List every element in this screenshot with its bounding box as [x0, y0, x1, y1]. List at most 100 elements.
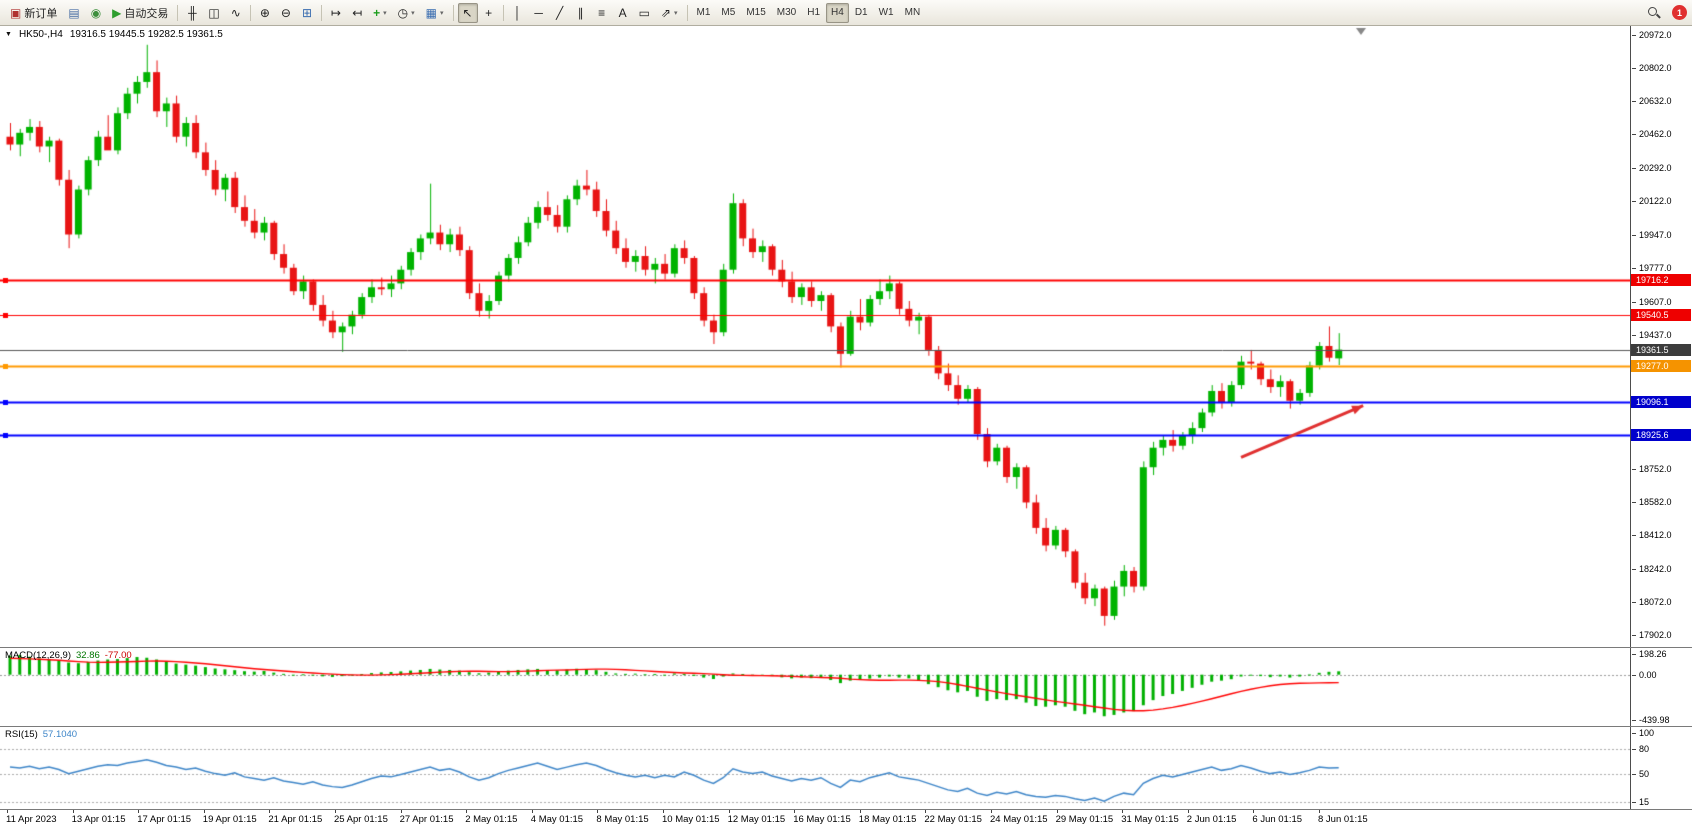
- axis-label: 20802.0: [1632, 62, 1672, 73]
- macd-plot[interactable]: MACD(12,26,9) 32.86 -77.00: [0, 648, 1630, 726]
- rsi-canvas[interactable]: [0, 727, 1630, 809]
- zoom-in-button[interactable]: ⊕: [255, 3, 275, 23]
- auto-scroll-button[interactable]: ↦: [326, 3, 346, 23]
- equidistant-channel-icon: ∥: [577, 5, 584, 20]
- new-order-icon: ▣: [10, 5, 22, 20]
- axis-label: -439.98: [1632, 714, 1670, 725]
- community-button[interactable]: ◉: [86, 3, 106, 23]
- time-axis-label: 31 May 01:15: [1121, 810, 1179, 825]
- timeframe-mn-button[interactable]: MN: [900, 3, 926, 23]
- macd-main-value: 32.86: [76, 650, 100, 661]
- periods-button[interactable]: ◷ ▾: [393, 3, 420, 23]
- timeframe-m15-button[interactable]: M15: [741, 3, 770, 23]
- timeframe-m1-button-label: M1: [696, 7, 711, 18]
- bar-chart-button[interactable]: ╫: [182, 3, 202, 23]
- new-order-button[interactable]: ▣ 新订单: [5, 3, 62, 23]
- axis-label: 18752.0: [1632, 463, 1672, 474]
- time-axis-label: 27 Apr 01:15: [399, 810, 454, 825]
- text-label-button[interactable]: ▭: [634, 3, 655, 23]
- chart-title: ▼ HK50-,H4 19316.5 19445.5 19282.5 19361…: [5, 29, 223, 40]
- arrows-button[interactable]: ⇗ ▾: [656, 3, 683, 23]
- chart-window: ▼ HK50-,H4 19316.5 19445.5 19282.5 19361…: [0, 26, 1692, 839]
- axis-label: 19777.0: [1632, 263, 1672, 274]
- time-axis-label: 29 May 01:15: [1055, 810, 1114, 825]
- periods-icon: ◷: [397, 5, 409, 20]
- timeframe-m5-button[interactable]: M5: [716, 3, 740, 23]
- price-axis[interactable]: 20972.0 20802.0 20632.0 20462.0 20292.0 20122…: [1630, 26, 1692, 647]
- macd-signal-value: -77.00: [104, 650, 132, 661]
- chart-shift-icon: ↤: [352, 5, 363, 20]
- crosshair-button[interactable]: +: [479, 3, 499, 23]
- trendline-button[interactable]: ╱: [550, 3, 570, 23]
- notification-badge[interactable]: 1: [1672, 5, 1687, 20]
- symbol-search-button[interactable]: [1642, 3, 1665, 23]
- equidistant-channel-button[interactable]: ∥: [571, 3, 591, 23]
- search-icon: [1647, 6, 1660, 19]
- timeframe-m15-button-label: M15: [746, 7, 766, 18]
- rsi-panel: RSI(15) 57.1040 100 80 50 15: [0, 727, 1692, 810]
- price-tag: 19277.0: [1631, 360, 1691, 373]
- time-axis[interactable]: 11 Apr 2023 13 Apr 01:15 17 Apr 01:15 19 Ap…: [0, 810, 1692, 839]
- symbol-period-label: HK50-,H4: [18, 29, 63, 40]
- axis-label: 18412.0: [1632, 530, 1672, 541]
- macd-panel: MACD(12,26,9) 32.86 -77.00 198.26 0.00 -43…: [0, 648, 1692, 727]
- main-chart-plot[interactable]: ▼ HK50-,H4 19316.5 19445.5 19282.5 19361…: [0, 26, 1630, 647]
- axis-label: 100: [1631, 727, 1655, 738]
- timeframe-mn-button-label: MN: [904, 7, 921, 18]
- axis-label: 18242.0: [1632, 563, 1672, 574]
- zoom-out-icon: ⊖: [280, 5, 291, 20]
- chart-shift-button[interactable]: ↤: [347, 3, 367, 23]
- time-axis-label: 4 May 01:15: [530, 810, 584, 825]
- indicators-button[interactable]: + ▾: [368, 3, 392, 23]
- time-axis-label: 10 May 01:15: [662, 810, 720, 825]
- timeframe-d1-button[interactable]: D1: [850, 3, 873, 23]
- community-icon: ◉: [90, 5, 102, 20]
- tile-windows-button[interactable]: ⊞: [297, 3, 317, 23]
- vertical-line-button[interactable]: │: [508, 3, 528, 23]
- auto-scroll-icon: ↦: [331, 5, 342, 20]
- text-button[interactable]: A: [613, 3, 633, 23]
- macd-canvas[interactable]: [0, 648, 1630, 726]
- timeframe-m1-button[interactable]: M1: [692, 3, 716, 23]
- cursor-button[interactable]: ↖: [457, 2, 478, 23]
- candlestick-canvas[interactable]: [0, 26, 1630, 647]
- time-axis-label: 13 Apr 01:15: [71, 810, 126, 825]
- templates-button[interactable]: ▦ ▾: [421, 3, 449, 23]
- toolbar-separator: [249, 4, 251, 21]
- rsi-axis[interactable]: 100 80 50 15: [1630, 727, 1692, 809]
- zoom-out-button[interactable]: ⊖: [276, 3, 296, 23]
- chart-menu-icon[interactable]: ▼: [5, 31, 12, 38]
- trendline-icon: ╱: [555, 5, 564, 20]
- candlestick-chart-button[interactable]: ◫: [203, 3, 224, 23]
- horizontal-line-button[interactable]: ─: [529, 3, 549, 23]
- autotrading-button[interactable]: ▶ 自动交易: [107, 3, 173, 23]
- rsi-value: 57.1040: [42, 729, 78, 740]
- metaeditor-button[interactable]: ▤: [63, 3, 84, 23]
- axis-label: 18582.0: [1632, 497, 1672, 508]
- text-label-icon: ▭: [638, 5, 650, 20]
- toolbar-separator: [452, 4, 454, 21]
- time-axis-label: 8 May 01:15: [596, 810, 649, 825]
- line-chart-button[interactable]: ∿: [226, 3, 246, 23]
- timeframe-h4-button[interactable]: H4: [826, 2, 849, 23]
- zoom-in-icon: ⊕: [259, 5, 270, 20]
- rsi-label: RSI(15) 57.1040: [5, 729, 77, 740]
- axis-label: 50: [1631, 768, 1650, 779]
- time-axis-label: 12 May 01:15: [727, 810, 786, 825]
- timeframe-m30-button-label: M30: [776, 7, 797, 18]
- autotrading-icon: ▶: [112, 5, 122, 20]
- timeframe-h1-button[interactable]: H1: [802, 3, 825, 23]
- cursor-icon: ↖: [462, 5, 473, 20]
- rsi-plot[interactable]: RSI(15) 57.1040: [0, 727, 1630, 809]
- time-axis-label: 6 Jun 01:15: [1252, 810, 1303, 825]
- timeframe-m30-button[interactable]: M30: [772, 3, 801, 23]
- toolbar-separator: [502, 4, 504, 21]
- candlestick-chart-icon: ◫: [208, 5, 220, 20]
- fibonacci-button[interactable]: ≡: [592, 3, 612, 23]
- timeframe-w1-button[interactable]: W1: [874, 3, 899, 23]
- text-icon: A: [618, 5, 627, 20]
- main-chart-panel: ▼ HK50-,H4 19316.5 19445.5 19282.5 19361…: [0, 26, 1692, 648]
- dropdown-arrow-icon: ▾: [673, 9, 678, 17]
- timeframe-d1-button-label: D1: [854, 7, 868, 18]
- macd-axis[interactable]: 198.26 0.00 -439.98: [1630, 648, 1692, 726]
